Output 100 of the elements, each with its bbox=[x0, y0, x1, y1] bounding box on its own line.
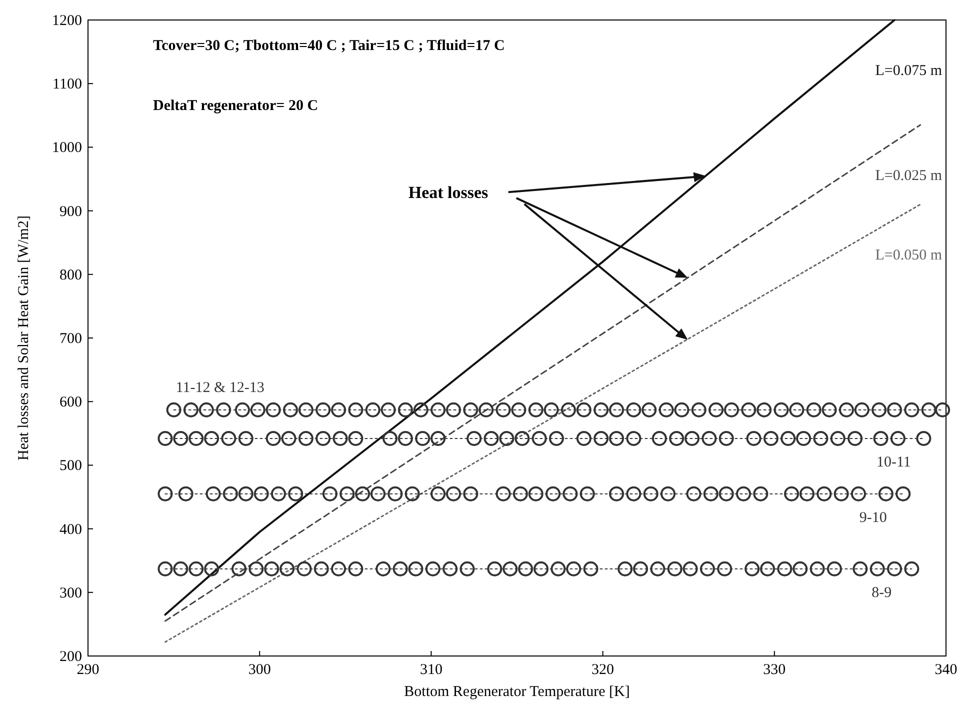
point bbox=[430, 430, 446, 446]
point bbox=[806, 402, 822, 418]
point bbox=[756, 402, 772, 418]
point bbox=[774, 402, 789, 418]
point bbox=[388, 486, 403, 502]
point bbox=[652, 430, 667, 446]
point bbox=[204, 561, 220, 576]
point bbox=[178, 486, 194, 502]
point bbox=[658, 402, 674, 418]
point bbox=[796, 430, 812, 446]
point bbox=[684, 430, 700, 446]
point bbox=[566, 561, 582, 576]
point bbox=[534, 561, 549, 576]
point bbox=[248, 561, 264, 576]
y-tick-label: 500 bbox=[60, 458, 82, 474]
point bbox=[380, 402, 396, 418]
point bbox=[643, 486, 658, 502]
annotation: Tcover=30 C; Tbottom=40 C ; Tair=15 C ; Tfluid=17 C bbox=[153, 38, 505, 54]
point bbox=[780, 430, 796, 446]
point bbox=[838, 402, 854, 418]
point bbox=[408, 561, 424, 576]
y-tick-label: 200 bbox=[60, 649, 82, 665]
point bbox=[834, 486, 849, 502]
point bbox=[158, 430, 173, 446]
point bbox=[789, 402, 804, 418]
point bbox=[852, 561, 868, 576]
point bbox=[222, 486, 238, 502]
point bbox=[921, 402, 936, 418]
point bbox=[514, 430, 530, 446]
point bbox=[322, 486, 338, 502]
point bbox=[496, 402, 511, 418]
point bbox=[404, 486, 420, 502]
point bbox=[660, 486, 676, 502]
point bbox=[633, 561, 648, 576]
point bbox=[331, 402, 346, 418]
point bbox=[266, 402, 281, 418]
point bbox=[576, 402, 592, 418]
point bbox=[904, 561, 920, 576]
point bbox=[238, 486, 254, 502]
point bbox=[724, 402, 739, 418]
point bbox=[562, 486, 578, 502]
point bbox=[760, 561, 776, 576]
series-label: L=0.025 m bbox=[875, 168, 942, 184]
point bbox=[850, 486, 866, 502]
point bbox=[746, 430, 762, 446]
point bbox=[183, 402, 198, 418]
point bbox=[583, 561, 598, 576]
point bbox=[250, 402, 266, 418]
point bbox=[576, 430, 592, 446]
point bbox=[560, 402, 576, 418]
point bbox=[413, 402, 428, 418]
annotation: DeltaT regenerator= 20 C bbox=[153, 98, 318, 114]
point bbox=[216, 402, 232, 418]
point bbox=[463, 486, 478, 502]
point bbox=[784, 486, 800, 502]
x-tick-label: 300 bbox=[248, 662, 271, 678]
point bbox=[594, 402, 609, 418]
point bbox=[282, 402, 298, 418]
point bbox=[348, 430, 364, 446]
point bbox=[298, 430, 314, 446]
point bbox=[398, 430, 413, 446]
y-tick-label: 700 bbox=[60, 331, 82, 347]
point bbox=[718, 430, 734, 446]
point bbox=[425, 561, 440, 576]
point bbox=[173, 430, 188, 446]
point bbox=[348, 561, 364, 576]
point bbox=[887, 561, 902, 576]
y-tick-label: 600 bbox=[60, 394, 82, 411]
point bbox=[626, 402, 642, 418]
point bbox=[609, 402, 624, 418]
point bbox=[234, 402, 250, 418]
point bbox=[609, 430, 624, 446]
point bbox=[580, 486, 595, 502]
point bbox=[546, 486, 561, 502]
y-tick-label: 1000 bbox=[52, 140, 82, 156]
point bbox=[221, 430, 236, 446]
point bbox=[609, 486, 624, 502]
x-tick-label: 320 bbox=[592, 662, 614, 678]
point bbox=[348, 402, 364, 418]
point bbox=[158, 486, 173, 502]
point bbox=[466, 430, 482, 446]
point bbox=[763, 430, 778, 446]
point bbox=[642, 402, 657, 418]
point bbox=[332, 430, 348, 446]
point bbox=[296, 561, 312, 576]
point bbox=[686, 486, 702, 502]
point bbox=[392, 561, 408, 576]
point bbox=[618, 561, 633, 576]
point bbox=[281, 430, 296, 446]
point bbox=[753, 486, 768, 502]
point bbox=[288, 486, 304, 502]
point bbox=[496, 486, 511, 502]
point bbox=[365, 402, 380, 418]
point bbox=[830, 430, 846, 446]
point bbox=[626, 430, 642, 446]
point bbox=[702, 430, 717, 446]
point bbox=[718, 486, 734, 502]
point bbox=[674, 402, 690, 418]
point bbox=[848, 430, 863, 446]
point bbox=[532, 430, 547, 446]
